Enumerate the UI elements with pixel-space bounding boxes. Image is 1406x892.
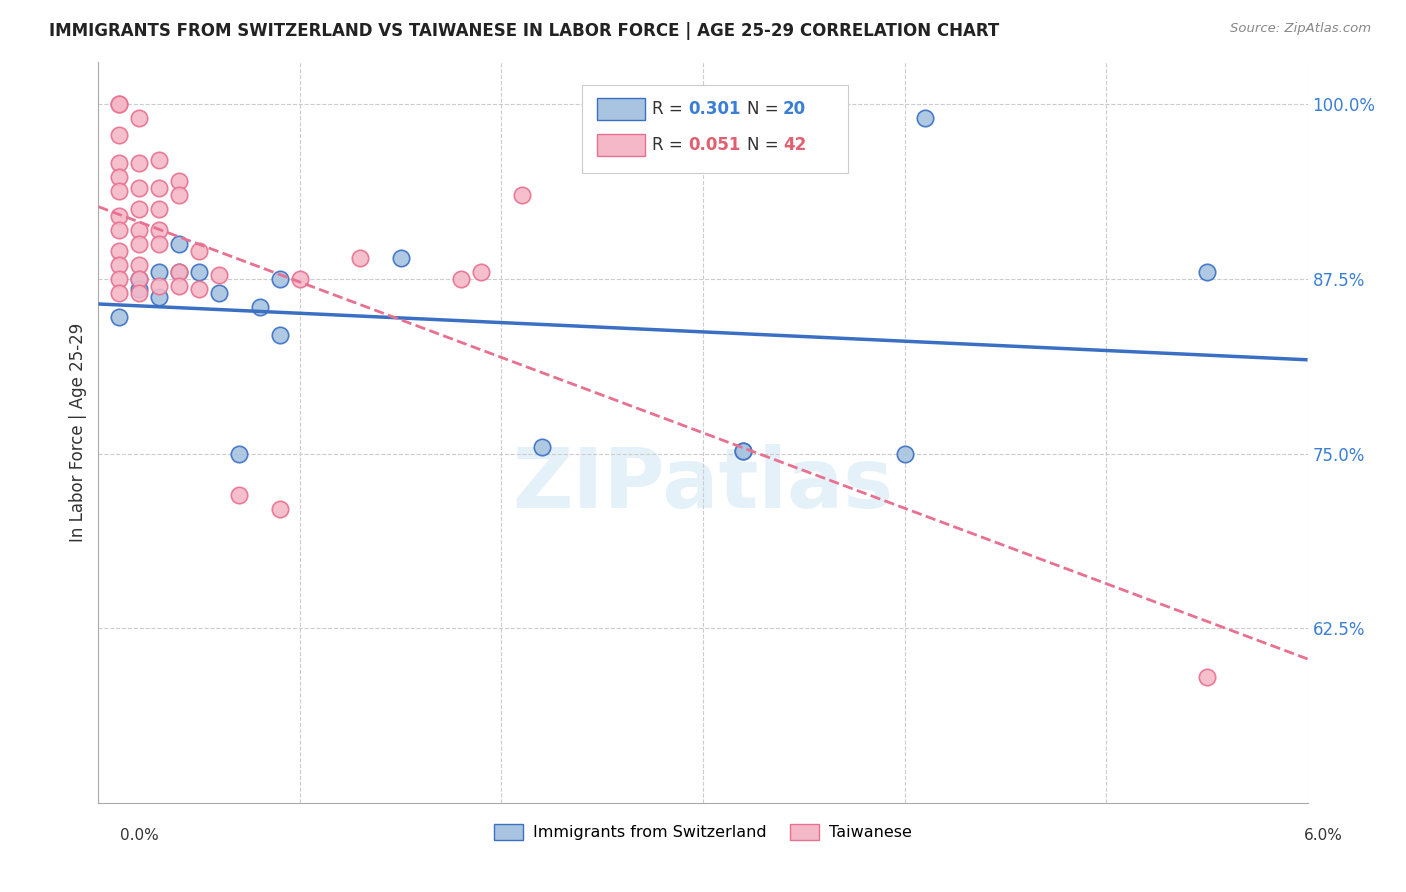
Point — [107, 169, 129, 184]
Point — [107, 310, 129, 324]
Point — [1195, 265, 1218, 279]
Point — [128, 202, 150, 216]
Point — [148, 181, 170, 195]
Text: 42: 42 — [783, 136, 806, 153]
Point — [148, 223, 170, 237]
Point — [148, 153, 170, 168]
Text: 0.0%: 0.0% — [120, 828, 159, 843]
Bar — [582, 85, 848, 173]
Text: N =: N = — [747, 100, 783, 118]
Point — [733, 443, 755, 458]
Point — [128, 272, 150, 286]
Text: 0.051: 0.051 — [689, 136, 741, 153]
Text: R =: R = — [652, 100, 688, 118]
Point — [188, 244, 211, 258]
Point — [167, 265, 190, 279]
Point — [914, 112, 936, 126]
Point — [128, 223, 150, 237]
Text: 6.0%: 6.0% — [1303, 828, 1343, 843]
Point — [128, 258, 150, 272]
Point — [148, 237, 170, 252]
Point — [107, 184, 129, 198]
Point — [148, 279, 170, 293]
Legend: Immigrants from Switzerland, Taiwanese: Immigrants from Switzerland, Taiwanese — [488, 817, 918, 847]
Text: 0.301: 0.301 — [689, 100, 741, 118]
Point — [128, 285, 150, 300]
Point — [188, 265, 211, 279]
Point — [107, 285, 129, 300]
Point — [167, 174, 190, 188]
Point — [228, 488, 250, 502]
Point — [148, 290, 170, 304]
Point — [167, 279, 190, 293]
Point — [167, 237, 190, 252]
Point — [107, 128, 129, 142]
Point — [148, 265, 170, 279]
Point — [208, 268, 231, 282]
Point — [107, 223, 129, 237]
Point — [107, 244, 129, 258]
Y-axis label: In Labor Force | Age 25-29: In Labor Force | Age 25-29 — [69, 323, 87, 542]
Text: N =: N = — [747, 136, 783, 153]
Point — [128, 272, 150, 286]
Point — [128, 282, 150, 296]
Point — [188, 282, 211, 296]
Bar — [596, 134, 645, 156]
Point — [107, 97, 129, 112]
Point — [470, 265, 492, 279]
Point — [249, 300, 271, 314]
Point — [1195, 670, 1218, 684]
Point — [107, 156, 129, 170]
Point — [530, 440, 553, 454]
Point — [107, 258, 129, 272]
Point — [733, 443, 755, 458]
Point — [107, 97, 129, 112]
Point — [128, 112, 150, 126]
Point — [510, 188, 533, 202]
Point — [167, 265, 190, 279]
Text: Source: ZipAtlas.com: Source: ZipAtlas.com — [1230, 22, 1371, 36]
Point — [349, 251, 371, 265]
Point — [167, 188, 190, 202]
Point — [107, 209, 129, 223]
Point — [269, 272, 291, 286]
Point — [148, 202, 170, 216]
Bar — [596, 98, 645, 120]
Text: R =: R = — [652, 136, 688, 153]
Point — [269, 327, 291, 342]
Point — [893, 446, 915, 460]
Point — [208, 285, 231, 300]
Point — [107, 272, 129, 286]
Point — [128, 156, 150, 170]
Point — [128, 237, 150, 252]
Text: ZIPatlas: ZIPatlas — [513, 444, 893, 525]
Text: 20: 20 — [783, 100, 806, 118]
Text: IMMIGRANTS FROM SWITZERLAND VS TAIWANESE IN LABOR FORCE | AGE 25-29 CORRELATION : IMMIGRANTS FROM SWITZERLAND VS TAIWANESE… — [49, 22, 1000, 40]
Point — [228, 446, 250, 460]
Point — [269, 502, 291, 516]
Point — [389, 251, 412, 265]
Point — [450, 272, 472, 286]
Point — [128, 181, 150, 195]
Point — [288, 272, 311, 286]
